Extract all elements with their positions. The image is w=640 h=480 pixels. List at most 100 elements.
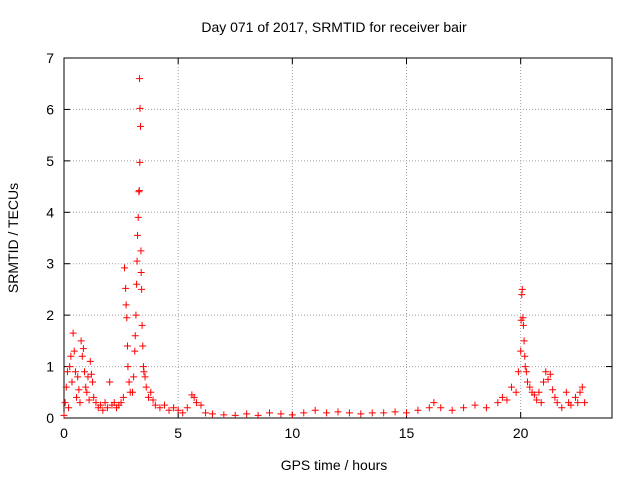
data-point (133, 280, 141, 288)
data-point (125, 378, 133, 386)
x-axis-label: GPS time / hours (281, 457, 388, 473)
data-point (82, 383, 90, 391)
data-point (132, 311, 140, 319)
data-point (530, 391, 538, 399)
data-point (414, 406, 422, 414)
data-point (122, 301, 130, 309)
data-point (380, 409, 388, 417)
data-point (202, 409, 210, 417)
data-point (141, 373, 149, 381)
data-point (151, 401, 159, 409)
data-point (90, 393, 98, 401)
data-point (576, 388, 584, 396)
data-point (140, 368, 148, 376)
data-point (549, 386, 557, 394)
x-tick-label: 0 (60, 425, 68, 441)
data-points (60, 75, 589, 419)
data-point (522, 368, 530, 376)
data-point (137, 247, 145, 255)
data-point (123, 342, 131, 350)
data-point (60, 411, 68, 419)
data-point (368, 409, 376, 417)
data-point (106, 378, 114, 386)
data-point (144, 393, 152, 401)
data-point (518, 285, 526, 293)
data-point (524, 378, 532, 386)
data-point (71, 368, 79, 376)
data-point (81, 368, 89, 376)
data-point (85, 396, 93, 404)
data-point (571, 393, 579, 401)
data-point (581, 399, 589, 407)
data-point (190, 393, 198, 401)
data-point (133, 257, 141, 265)
data-point (558, 404, 566, 412)
data-point (519, 314, 527, 322)
data-point (160, 401, 168, 409)
data-point (231, 411, 239, 419)
data-point (63, 368, 71, 376)
data-point (79, 345, 87, 353)
y-tick-label: 6 (46, 101, 54, 117)
data-point (121, 264, 129, 272)
data-point (138, 285, 146, 293)
data-point (74, 373, 82, 381)
data-point (69, 329, 77, 337)
data-point (521, 352, 529, 360)
data-point (123, 314, 131, 322)
data-point (165, 406, 173, 414)
data-point (345, 409, 353, 417)
x-tick-label: 15 (399, 425, 415, 441)
data-point (425, 404, 433, 412)
data-point (87, 370, 95, 378)
y-tick-label: 3 (46, 256, 54, 272)
x-tick-label: 5 (174, 425, 182, 441)
data-point (208, 410, 216, 418)
data-point (254, 411, 262, 419)
data-point (76, 399, 84, 407)
data-point (519, 321, 527, 329)
data-point (134, 213, 142, 221)
data-point (220, 411, 228, 419)
data-point (78, 352, 86, 360)
data-point (89, 378, 97, 386)
data-point (122, 284, 130, 292)
data-point (117, 399, 125, 407)
data-point (334, 408, 342, 416)
data-point (567, 401, 575, 409)
data-point (391, 408, 399, 416)
data-point (70, 347, 78, 355)
data-point (170, 404, 178, 412)
y-tick-label: 2 (46, 307, 54, 323)
y-tick-label: 7 (46, 50, 54, 66)
data-point (471, 401, 479, 409)
data-point (553, 399, 561, 407)
data-point (546, 370, 554, 378)
data-point (131, 347, 139, 355)
data-point (129, 388, 136, 396)
data-point (62, 383, 70, 391)
data-point (300, 409, 308, 417)
data-point (130, 373, 138, 381)
data-point (535, 388, 543, 396)
data-point (68, 378, 76, 386)
data-point (288, 411, 296, 419)
data-point (512, 388, 520, 396)
data-point (147, 388, 155, 396)
data-point (110, 399, 118, 407)
y-tick-label: 1 (46, 359, 54, 375)
data-point (494, 399, 502, 407)
data-point (533, 396, 541, 404)
data-point (403, 409, 410, 417)
data-point (156, 404, 164, 412)
data-point (124, 363, 132, 371)
data-point (65, 404, 73, 412)
y-tick-label: 0 (46, 410, 54, 426)
data-point (574, 399, 582, 407)
data-point (551, 393, 559, 401)
data-point (136, 158, 144, 166)
data-point (521, 363, 529, 371)
data-point (101, 399, 109, 407)
data-point (66, 363, 74, 371)
